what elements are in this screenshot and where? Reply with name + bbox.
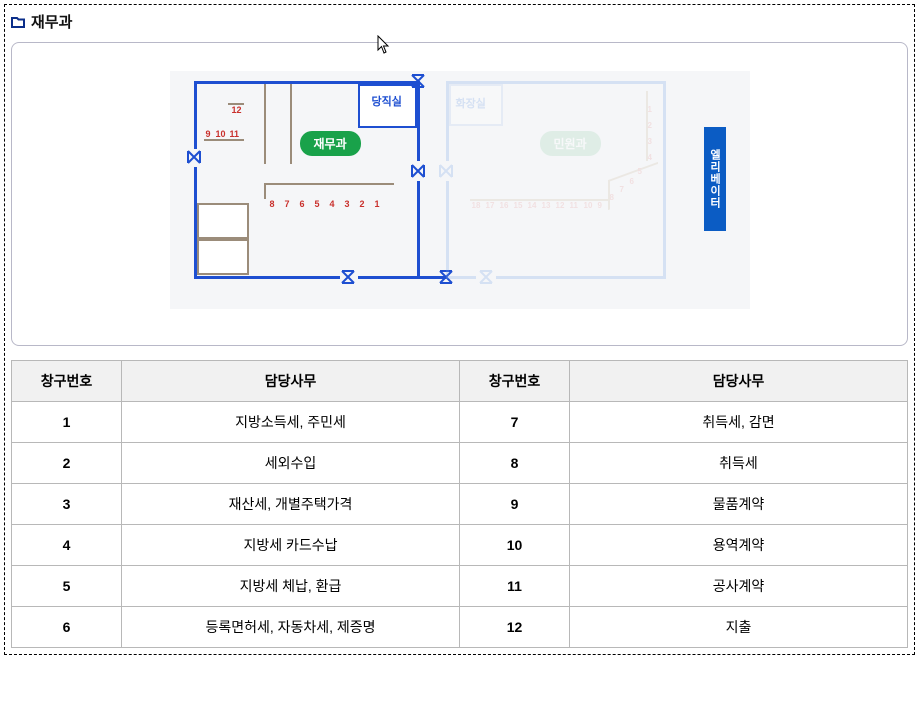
counter-number-faded: 11 <box>570 201 578 210</box>
counter-number-faded: 8 <box>610 193 614 202</box>
cell-window-no: 8 <box>460 443 570 484</box>
counter-number: 3 <box>345 199 350 209</box>
th-window-no: 창구번호 <box>12 361 122 402</box>
cell-duty: 용역계약 <box>570 525 908 566</box>
door-icon <box>186 149 202 165</box>
dept-badge-active: 재무과 <box>300 131 361 156</box>
cell-window-no: 9 <box>460 484 570 525</box>
cell-duty: 공사계약 <box>570 566 908 607</box>
th-duty: 담당사무 <box>122 361 460 402</box>
section-header: 재무과 <box>11 9 908 36</box>
counter-number: 6 <box>300 199 305 209</box>
counter-number-faded: 16 <box>500 201 509 210</box>
counter-faded <box>608 162 658 210</box>
wall-faded <box>446 181 449 279</box>
dept-badge-faded: 민원과 <box>540 131 601 156</box>
counter-number-faded: 6 <box>630 177 634 186</box>
counter-number: 5 <box>315 199 320 209</box>
label-hwajang: 화장실 <box>456 95 486 111</box>
counter-number-faded: 10 <box>584 201 593 210</box>
cell-window-no: 3 <box>12 484 122 525</box>
table-row: 1 지방소득세, 주민세 7 취득세, 감면 <box>12 402 908 443</box>
counter-number: 7 <box>285 199 290 209</box>
cell-duty: 취득세 <box>570 443 908 484</box>
counter-number-faded: 15 <box>514 201 523 210</box>
counter-number-faded: 9 <box>598 201 602 210</box>
wall <box>194 81 197 149</box>
cell-duty: 세외수입 <box>122 443 460 484</box>
small-room <box>197 203 249 239</box>
partition <box>204 139 244 141</box>
partition <box>264 84 292 164</box>
counter-number-faded: 12 <box>556 201 565 210</box>
cell-duty: 지방소득세, 주민세 <box>122 402 460 443</box>
cell-window-no: 7 <box>460 402 570 443</box>
elevator-label: 엘리베이터 <box>704 127 726 231</box>
partition <box>228 103 244 105</box>
cell-window-no: 11 <box>460 566 570 607</box>
counter-number-faded: 5 <box>638 167 642 176</box>
counter-number-faded: 2 <box>648 121 652 130</box>
wall <box>417 181 420 279</box>
wall <box>358 276 420 279</box>
wall-faded <box>663 81 666 279</box>
cell-window-no: 5 <box>12 566 122 607</box>
counter-number: 10 <box>216 129 226 139</box>
counter-number-faded: 14 <box>528 201 537 210</box>
door-icon <box>410 73 426 89</box>
counter-number-faded: 4 <box>648 153 652 162</box>
floorplan-card: 당직실 재무과 8 7 6 5 4 3 2 1 9 10 11 12 <box>11 42 908 346</box>
cell-duty: 등록면허세, 자동차세, 제증명 <box>122 607 460 648</box>
cell-window-no: 6 <box>12 607 122 648</box>
th-duty: 담당사무 <box>570 361 908 402</box>
counter-number: 11 <box>230 129 240 139</box>
cell-window-no: 10 <box>460 525 570 566</box>
counter-row <box>264 183 394 199</box>
cell-duty: 지방세 체납, 환급 <box>122 566 460 607</box>
table-row: 6 등록면허세, 자동차세, 제증명 12 지출 <box>12 607 908 648</box>
counter-number-faded: 17 <box>486 201 495 210</box>
counter-number-faded: 7 <box>620 185 624 194</box>
table-row: 3 재산세, 개별주택가격 9 물품계약 <box>12 484 908 525</box>
table-row: 2 세외수입 8 취득세 <box>12 443 908 484</box>
counter-number: 1 <box>375 199 380 209</box>
door-icon <box>410 163 426 179</box>
door-icon-faded <box>438 163 454 179</box>
counter-number-faded: 13 <box>542 201 551 210</box>
table-row: 5 지방세 체납, 환급 11 공사계약 <box>12 566 908 607</box>
counter-number: 2 <box>360 199 365 209</box>
floorplan-diagram: 당직실 재무과 8 7 6 5 4 3 2 1 9 10 11 12 <box>170 71 750 309</box>
label-dangjik: 당직실 <box>372 93 402 109</box>
small-room <box>197 239 249 275</box>
cell-duty: 물품계약 <box>570 484 908 525</box>
section-title: 재무과 <box>31 11 72 32</box>
cell-duty: 지방세 카드수납 <box>122 525 460 566</box>
counter-table: 창구번호 담당사무 창구번호 담당사무 1 지방소득세, 주민세 7 취득세, … <box>11 360 908 648</box>
counter-number: 12 <box>232 105 242 115</box>
wall-faded <box>496 276 666 279</box>
cell-duty: 지출 <box>570 607 908 648</box>
counter-number-faded: 3 <box>648 137 652 146</box>
counter-number-faded: 18 <box>472 201 481 210</box>
cell-window-no: 12 <box>460 607 570 648</box>
cell-duty: 재산세, 개별주택가격 <box>122 484 460 525</box>
cell-window-no: 2 <box>12 443 122 484</box>
wall <box>417 81 420 161</box>
door-icon-faded <box>478 269 494 285</box>
counter-number: 8 <box>270 199 275 209</box>
cell-window-no: 4 <box>12 525 122 566</box>
cell-duty: 취득세, 감면 <box>570 402 908 443</box>
counter-number: 9 <box>206 129 211 139</box>
counter-number: 4 <box>330 199 335 209</box>
folder-icon <box>11 15 25 29</box>
door-icon <box>340 269 356 285</box>
table-row: 4 지방세 카드수납 10 용역계약 <box>12 525 908 566</box>
wall-faded <box>446 276 476 279</box>
th-window-no: 창구번호 <box>460 361 570 402</box>
counter-number-faded: 1 <box>648 105 652 114</box>
cell-window-no: 1 <box>12 402 122 443</box>
wall <box>194 276 340 279</box>
